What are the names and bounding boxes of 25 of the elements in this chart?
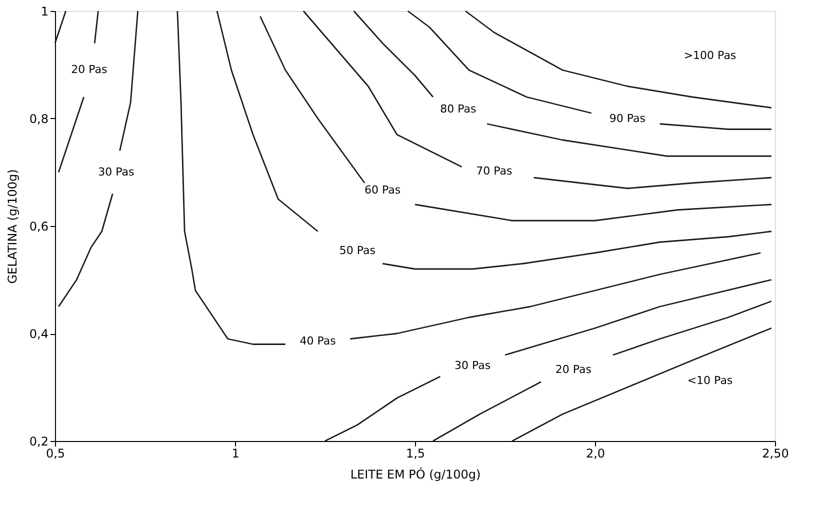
x-tick-label: 1,5 <box>406 446 426 460</box>
x-axis-title: LEITE EM PÓ (g/100g) <box>350 466 481 482</box>
x-tick-label: 1 <box>232 446 240 460</box>
x-tick-label: 2,0 <box>586 446 606 460</box>
series-label: 60 Pas <box>364 184 401 197</box>
line-series <box>512 327 772 442</box>
series-label: 50 Pas <box>339 244 376 258</box>
text: 20 Pas <box>71 63 108 76</box>
series-label: 40 Pas <box>300 334 336 348</box>
series-label: 90 Pas <box>609 112 646 125</box>
annotation: <10 Pas <box>687 374 733 387</box>
y-tick-label: 0,8 <box>29 112 48 126</box>
series-label: 20 Pas <box>555 362 592 376</box>
series-label: 30 Pas <box>98 165 135 178</box>
y-tick-label: 1 <box>40 4 48 18</box>
series-label: 80 Pas <box>440 102 477 116</box>
series-label: 30 Pas <box>454 358 491 372</box>
y-tick-label: 0,2 <box>29 434 48 448</box>
x-tick-label: 2,50 <box>762 446 789 460</box>
x-tick-label: 0,5 <box>46 446 66 460</box>
y-axis-title: GELATINA (g/100g) <box>5 169 20 284</box>
y-tick-label: 0,6 <box>29 220 48 234</box>
annotation: >100 Pas <box>684 49 736 62</box>
series-label: 70 Pas <box>476 164 513 178</box>
y-tick-label: 0,4 <box>29 327 48 341</box>
